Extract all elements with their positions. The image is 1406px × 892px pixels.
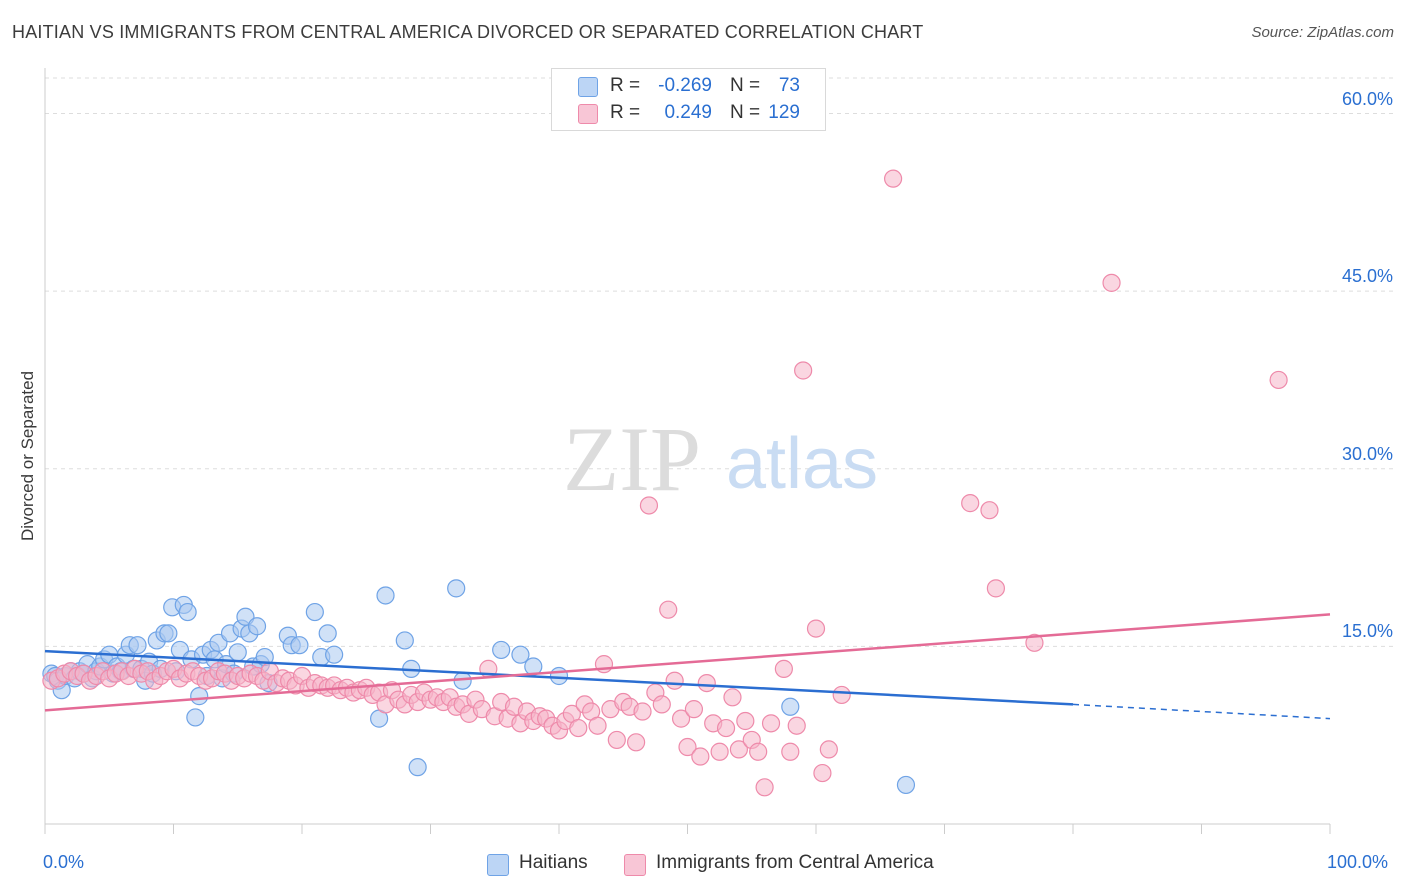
data-point [736, 711, 755, 731]
data-point [247, 617, 267, 636]
data-point [128, 636, 147, 655]
data-point [626, 733, 646, 752]
data-point [697, 673, 716, 693]
data-point [190, 687, 209, 706]
legend-n-label: N = [730, 102, 761, 123]
series-swatch-central-america [624, 854, 646, 876]
chart-title: HAITIAN VS IMMIGRANTS FROM CENTRAL AMERI… [12, 22, 924, 42]
data-point [961, 494, 980, 513]
data-point [774, 659, 793, 678]
data-point [395, 631, 414, 650]
legend-r-value: -0.269 [658, 75, 712, 96]
data-point [986, 579, 1006, 598]
data-point [787, 716, 806, 735]
data-point [671, 709, 691, 728]
data-point [684, 700, 704, 719]
data-point [569, 718, 588, 738]
data-point [633, 702, 652, 721]
x-tick-label-min: 0.0% [43, 852, 85, 872]
data-point [1025, 633, 1044, 652]
data-point [896, 775, 916, 795]
legend-r-label: R = [610, 75, 641, 96]
trend-line-haitians [44, 649, 1074, 706]
data-point [980, 501, 999, 520]
legend-r-label: R = [610, 102, 641, 123]
data-point [819, 740, 838, 759]
data-point [492, 640, 511, 660]
data-point [755, 778, 774, 797]
data-point [659, 600, 678, 619]
data-point [178, 602, 197, 622]
data-point [408, 758, 427, 777]
data-point [588, 716, 607, 735]
data-point [318, 624, 337, 643]
data-point [159, 624, 178, 643]
y-axis-label: Divorced or Separated [18, 370, 37, 542]
series-swatch-haitians [487, 854, 509, 876]
data-point [607, 730, 626, 750]
x-tick-label-max: 100.0% [1327, 852, 1389, 872]
data-point [639, 496, 659, 515]
legend-n-label: N = [730, 75, 761, 96]
data-point [832, 685, 851, 705]
watermark: ZIP atlas [563, 408, 878, 510]
trend-lines [44, 613, 1331, 720]
data-point [749, 742, 768, 761]
data-point [325, 645, 344, 664]
source-credit: Source: ZipAtlas.com [1251, 24, 1394, 41]
data-point [376, 586, 395, 605]
legend-r-value: 0.249 [664, 102, 712, 123]
data-point [729, 740, 749, 759]
data-point [691, 747, 710, 766]
data-point [883, 169, 903, 188]
data-point [447, 579, 466, 598]
watermark-zip: ZIP [563, 408, 701, 510]
series-label-central-america: Immigrants from Central America [656, 852, 934, 873]
data-point [781, 742, 800, 761]
axes [44, 68, 1331, 834]
y-tick-label: 45.0% [1341, 266, 1393, 287]
trend-line-central-america [44, 613, 1331, 712]
data-point [511, 645, 530, 664]
series-label-haitians: Haitians [519, 852, 588, 873]
correlation-legend: R = -0.269 N = 73 R = 0.249 N = 129 [551, 68, 826, 131]
data-point [652, 695, 671, 714]
data-point [761, 714, 781, 733]
series-central-america [42, 169, 1288, 797]
gridlines [45, 77, 1393, 647]
data-point [678, 737, 697, 757]
legend-swatch-haitians [578, 77, 598, 97]
data-point [186, 708, 205, 727]
data-point [290, 636, 309, 655]
data-point [305, 602, 324, 622]
y-tick-label: 30.0% [1341, 443, 1393, 464]
data-point [806, 619, 826, 638]
watermark-atlas: atlas [726, 424, 878, 504]
legend-swatch-central-america [578, 104, 598, 124]
data-point [794, 361, 813, 380]
data-point [228, 643, 247, 662]
data-point [716, 718, 736, 738]
y-tick-label: 60.0% [1341, 88, 1393, 109]
data-point [549, 666, 569, 686]
data-point [723, 688, 742, 707]
data-point [665, 671, 684, 690]
data-point [813, 763, 832, 783]
legend-n-value: 129 [768, 102, 800, 123]
data-point [710, 742, 729, 761]
data-point [1269, 370, 1288, 390]
trend-line-extension-haitians [1072, 703, 1331, 720]
y-tick-label: 15.0% [1341, 621, 1393, 642]
data-point [1102, 273, 1121, 292]
legend-n-value: 73 [778, 75, 800, 96]
series-haitians [42, 579, 916, 795]
data-points [42, 169, 1288, 797]
data-point [781, 697, 800, 716]
